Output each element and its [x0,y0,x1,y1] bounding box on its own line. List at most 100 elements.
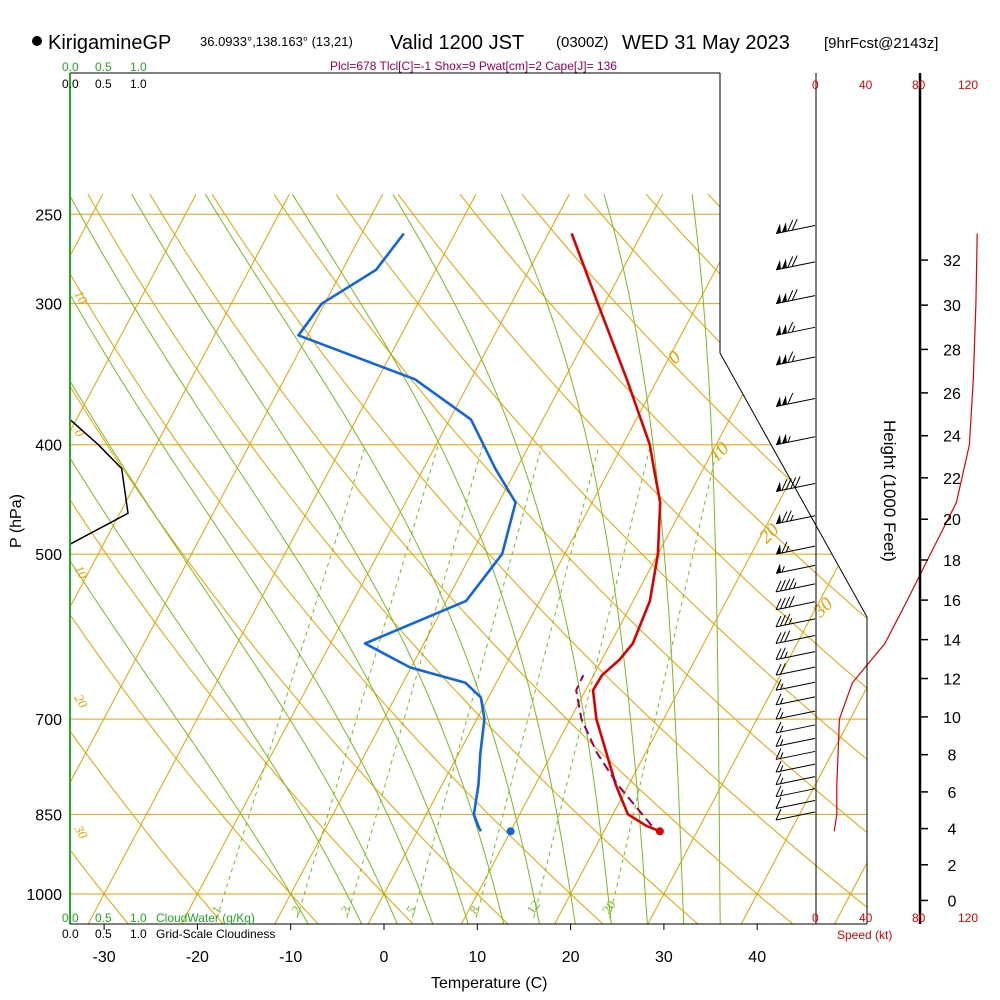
wind-barb-staff [775,515,816,525]
mixing-ratio-label: 3 [338,903,354,917]
mixing-ratio-line [346,444,484,919]
mixing-ratio-label: 12 [523,897,543,916]
moist-adiabat-line [603,194,685,924]
speed-top-0: 0 [812,78,819,92]
bottom-cloud-scale-1: 0.5 [95,927,112,941]
pressure-tick-label: 1000 [26,887,62,904]
temperature-profile-line [570,233,662,833]
wind-barb-half-feather [790,514,794,521]
wind-barb-feather [775,735,782,747]
wind-barb-feather [787,351,794,363]
wind-barb-staff [775,651,816,661]
wind-barb [775,773,816,786]
wind-barb-feather [775,580,782,593]
dry-adiabat-line [70,194,335,924]
wind-barb-flag [776,544,781,555]
utc-time: (0300Z) [556,34,609,51]
wind-barb [775,218,816,234]
isotherm-line [358,194,757,924]
wind-barb-half-feather [779,789,784,796]
y-axis-title: P (hPa) [8,494,25,548]
pressure-tick-label: 850 [35,807,62,824]
wind-barb [775,510,816,525]
wind-barb-half-feather [781,566,785,573]
isotherm-label: 0 [664,347,686,369]
moist-adiabat-line [70,194,318,924]
wind-barb-half-feather [779,725,784,733]
speed-bottom-0: 0 [812,911,819,925]
wind-barb-feather [784,613,791,626]
mixing-ratio-line [609,444,719,919]
wind-barb-flag [781,222,787,233]
wind-barb-staff [775,583,816,593]
wind-barb-staff [775,601,816,611]
moist-adiabat-line [70,194,474,924]
isotherm-line [638,194,867,924]
wind-barb-feather [784,596,791,609]
wind-barb [775,721,816,734]
dry-adiabat-line [70,194,430,924]
wind-barb-feather [775,785,782,797]
wind-barb-feather [775,760,782,773]
wind-barb-feather [779,597,786,610]
speed-top-40: 40 [859,78,873,92]
wind-barb-flag [776,434,781,445]
speed-top-120: 120 [958,78,978,92]
wind-barb-flag [776,223,781,234]
cloudiness-label: Grid-Scale Cloudiness [156,927,275,941]
wind-barb-flag [776,293,781,304]
bottom-water-scale-0: 0.0 [62,911,79,925]
temp-tick-label: 10 [468,949,486,966]
speed-bottom-80: 80 [912,911,926,925]
wind-barb-feather [779,663,786,675]
wind-barb-staff [775,811,816,821]
height-tick-label: 26 [943,386,961,403]
temp-tick-label: 40 [748,949,766,966]
top-cloud-scale-1: 0.5 [95,77,112,91]
wind-barb-feather [787,219,794,232]
height-tick-label: 8 [948,748,957,765]
plot-boundary [719,73,868,924]
temp-tick-label: -20 [186,949,209,966]
wind-barb-feather [779,631,786,643]
wind-barb-staff [775,356,816,366]
wind-barb-feather [775,808,782,821]
isotherm-label: 30 [808,593,837,622]
wind-barb-feather [775,648,782,660]
dry-adiabat-line [273,194,867,924]
moist-adiabat-line [70,194,440,924]
wind-barb-flag [781,353,787,364]
wind-barb-feather [791,255,798,267]
wind-barb-staff [775,666,816,676]
wind-barb-feather [791,289,798,301]
forecast-date: WED 31 May 2023 [622,32,790,54]
wind-barb-feather [785,510,792,522]
wind-barb [775,351,816,366]
isotherm-line [70,194,384,924]
bottom-cloud-scale-0: 0.0 [62,927,79,941]
isotherm-label: 10 [705,438,734,467]
wind-barb-half-feather [787,436,791,443]
wind-barb [775,577,816,593]
height-tick-label: 32 [943,253,961,270]
wind-barb-flag [776,563,781,574]
wind-barb-feather [787,321,794,334]
wind-barb-half-feather [791,355,796,362]
top-water-scale-1: 0.5 [95,60,112,74]
wind-barb-feather [779,579,786,592]
wind-barb [775,760,816,773]
wind-barb [775,433,816,446]
pressure-tick-label: 300 [35,297,62,314]
wind-barb [775,693,816,706]
top-cloud-scale-2: 1.0 [130,77,147,91]
mixing-ratio-label: 8 [466,903,482,917]
wind-barb [775,541,816,555]
wind-barb [775,392,816,407]
wind-barb-flag [781,292,787,303]
top-water-scale-0: 0.0 [62,60,79,74]
wind-barb-staff [775,724,816,734]
wind-barb-flag [781,433,787,444]
wind-barb-staff [775,710,816,720]
station-coords: 36.0933°,138.163° (13,21) [200,34,353,49]
